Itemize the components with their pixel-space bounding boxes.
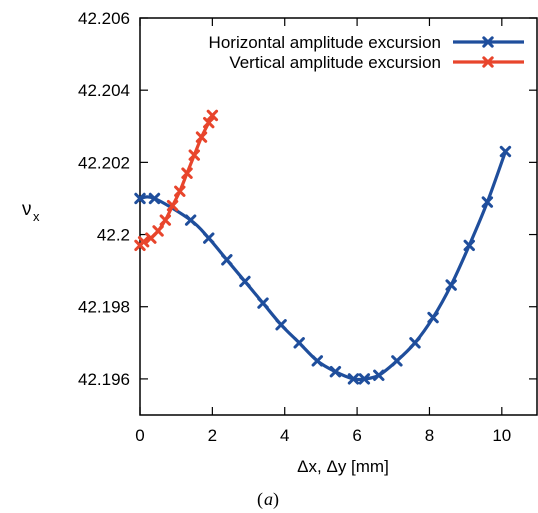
x-tick-label: 4 <box>280 426 289 445</box>
data-point-marker <box>463 239 475 252</box>
legend-entry: Horizontal amplitude excursion <box>209 33 524 52</box>
data-point-marker <box>203 116 215 129</box>
data-point-marker <box>329 365 342 378</box>
y-axis-title: ν x <box>22 199 40 224</box>
x-axis-ticks: 0 2 4 6 8 10 <box>135 18 511 445</box>
legend-entry: Vertical amplitude excursion <box>229 53 524 72</box>
data-point-marker <box>445 279 457 291</box>
data-point-marker <box>373 369 385 381</box>
data-point-marker <box>195 131 208 143</box>
data-point-marker <box>166 199 179 212</box>
data-point-marker <box>137 236 150 248</box>
x-tick-label: 8 <box>425 426 434 445</box>
data-point-marker <box>482 56 494 68</box>
x-tick-label: 2 <box>208 426 217 445</box>
data-point-marker <box>188 149 200 161</box>
data-point-marker <box>499 145 512 158</box>
plot-frame <box>139 17 538 416</box>
data-point-marker <box>206 109 219 122</box>
data-point-marker <box>221 254 233 266</box>
data-point-marker <box>311 355 323 367</box>
data-point-marker <box>148 192 161 205</box>
data-point-marker <box>482 36 494 48</box>
y-axis-title-subscript: x <box>33 209 40 224</box>
y-tick-label: 42.196 <box>78 370 130 389</box>
data-point-marker <box>184 214 197 226</box>
data-point-marker <box>134 192 146 205</box>
y-axis-ticks: 42.196 42.198 42.2 42.202 42.204 42.206 <box>78 9 537 389</box>
data-point-marker <box>159 214 172 226</box>
x-tick-label: 0 <box>135 426 144 445</box>
y-tick-label: 42.204 <box>78 81 130 100</box>
data-point-marker <box>409 337 421 349</box>
data-point-marker <box>181 167 193 179</box>
y-tick-label: 42.202 <box>78 153 130 172</box>
data-point-marker <box>203 232 215 244</box>
plot-border <box>139 17 538 416</box>
legend-label: Horizontal amplitude excursion <box>209 33 441 52</box>
figure-caption: ( a ) <box>257 489 279 510</box>
data-point-marker <box>293 337 305 349</box>
data-point-marker <box>347 373 360 385</box>
series-vertical <box>134 109 219 252</box>
y-tick-label: 42.2 <box>97 226 130 245</box>
data-point-marker <box>427 311 439 324</box>
data-point-marker <box>358 373 371 385</box>
data-point-marker <box>152 225 164 237</box>
caption-open-paren: ( <box>257 489 263 510</box>
caption-letter: a <box>264 489 273 509</box>
series-layer <box>134 109 512 385</box>
data-point-marker <box>257 297 269 309</box>
series-horizontal <box>134 145 512 385</box>
y-tick-label: 42.198 <box>78 298 130 317</box>
data-point-marker <box>481 196 494 208</box>
series-line <box>138 113 214 247</box>
x-tick-label: 10 <box>492 426 511 445</box>
x-axis-title: Δx, Δy [mm] <box>297 457 389 476</box>
data-point-marker <box>239 275 251 288</box>
data-point-marker <box>391 355 403 367</box>
legend-label: Vertical amplitude excursion <box>229 53 441 72</box>
x-tick-label: 6 <box>352 426 361 445</box>
series-line <box>138 149 508 382</box>
data-point-marker <box>174 185 186 197</box>
y-tick-label: 42.206 <box>78 9 130 28</box>
data-point-marker <box>275 319 287 331</box>
y-axis-title-symbol: ν <box>22 199 32 220</box>
caption-close-paren: ) <box>273 489 279 510</box>
